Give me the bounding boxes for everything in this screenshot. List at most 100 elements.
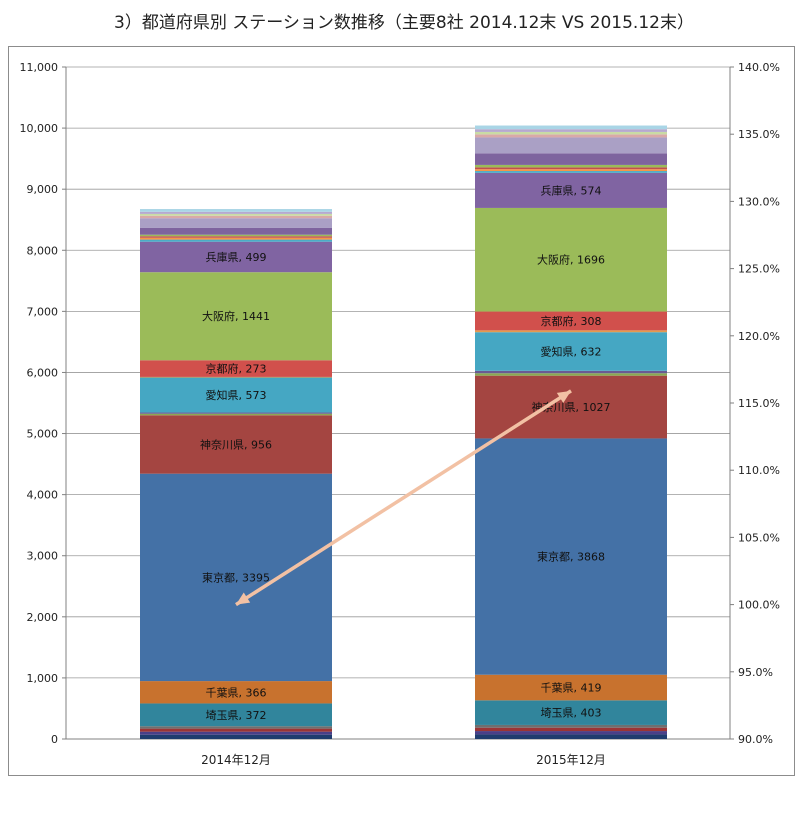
bar-segment-愛知県 bbox=[475, 332, 667, 371]
right-tick-label: 105.0% bbox=[738, 531, 780, 544]
right-tick-label: 130.0% bbox=[738, 195, 780, 208]
bar-segment-東京都 bbox=[140, 473, 332, 682]
left-tick-label: 6,000 bbox=[27, 366, 59, 379]
bar-segment bbox=[475, 724, 667, 728]
bar-segment-愛知県 bbox=[140, 377, 332, 413]
data-label: 千葉県, 366 bbox=[206, 685, 267, 699]
data-label: 埼玉県, 372 bbox=[206, 708, 267, 722]
right-tick-label: 120.0% bbox=[738, 330, 780, 343]
bar-segment bbox=[140, 726, 332, 729]
data-label: 大阪府, 1441 bbox=[202, 309, 270, 323]
bar-segment bbox=[140, 413, 332, 416]
bar-segment-京都府 bbox=[140, 360, 332, 377]
bar-segment bbox=[140, 227, 332, 235]
right-tick-label: 90.0% bbox=[738, 733, 773, 746]
bar-segment bbox=[475, 727, 667, 732]
right-tick-label: 125.0% bbox=[738, 263, 780, 276]
category-label: 2015年12月 bbox=[536, 753, 606, 767]
bar-stacks bbox=[140, 125, 667, 739]
data-label: 東京都, 3868 bbox=[537, 550, 605, 564]
chart-title: 3）都道府県別 ステーション数推移（主要8社 2014.12末 VS 2015.… bbox=[114, 13, 694, 33]
bar-segment bbox=[140, 213, 332, 216]
bar-segment bbox=[140, 239, 332, 242]
data-label: 大阪府, 1696 bbox=[537, 253, 605, 267]
bar-segment-大阪府 bbox=[140, 272, 332, 361]
bar-segment bbox=[140, 234, 332, 237]
right-tick-label: 140.0% bbox=[738, 61, 780, 74]
data-label: 愛知県, 573 bbox=[206, 388, 267, 402]
bar-segment bbox=[140, 728, 332, 732]
bar-segment-千葉県 bbox=[140, 681, 332, 704]
bar-segment bbox=[475, 734, 667, 739]
left-tick-label: 0 bbox=[51, 733, 58, 746]
left-tick-label: 9,000 bbox=[27, 183, 59, 196]
bar-segment bbox=[475, 164, 667, 168]
right-tick-label: 110.0% bbox=[738, 464, 780, 477]
bar-segment bbox=[475, 167, 667, 170]
left-tick-label: 1,000 bbox=[27, 672, 59, 685]
left-axis-ticks: 0 1,000 2,000 3,000 4,000 5,000 6,000 7,000 8,00… bbox=[20, 61, 66, 746]
bar-segment-神奈川県 bbox=[140, 415, 332, 474]
bar-segment bbox=[475, 373, 667, 376]
bar-segment bbox=[475, 330, 667, 333]
right-axis-ticks: 90.0% 95.0% 100.0% 105.0% 110.0% 115.0% 120.0%… bbox=[730, 61, 780, 746]
data-label: 千葉県, 419 bbox=[541, 681, 602, 695]
bar-segment bbox=[140, 218, 332, 228]
bar-segment-京都府 bbox=[475, 311, 667, 331]
right-tick-label: 95.0% bbox=[738, 666, 773, 679]
data-labels: 埼玉県, 372 千葉県, 366 東京都, 3395 神奈川県, 956 愛知県, 5… bbox=[200, 183, 611, 721]
bar-segment bbox=[475, 171, 667, 173]
left-tick-label: 7,000 bbox=[27, 305, 59, 318]
bar-segment bbox=[140, 236, 332, 238]
data-label: 兵庫県, 499 bbox=[206, 250, 267, 264]
bar-segment bbox=[475, 153, 667, 165]
bar-segment bbox=[475, 134, 667, 138]
bar-segment bbox=[475, 370, 667, 374]
bar-segment-埼玉県 bbox=[140, 703, 332, 727]
bar-segment bbox=[475, 125, 667, 130]
growth-arrow-head-end bbox=[556, 390, 571, 403]
left-tick-label: 2,000 bbox=[27, 611, 59, 624]
bar-segment-神奈川県 bbox=[475, 375, 667, 439]
bar-segment-埼玉県 bbox=[475, 700, 667, 725]
bar-segment bbox=[140, 237, 332, 240]
bar-segment bbox=[140, 209, 332, 212]
bar-segment bbox=[140, 412, 332, 414]
left-tick-label: 3,000 bbox=[27, 550, 59, 563]
bar-segment bbox=[140, 211, 332, 214]
growth-arrow-line bbox=[235, 389, 572, 607]
left-tick-label: 4,000 bbox=[27, 489, 59, 502]
right-tick-label: 135.0% bbox=[738, 128, 780, 141]
growth-arrow bbox=[235, 389, 572, 607]
bar-segment-千葉県 bbox=[475, 674, 667, 701]
data-label: 埼玉県, 403 bbox=[541, 706, 602, 720]
data-label: 兵庫県, 574 bbox=[541, 183, 602, 197]
data-label: 東京都, 3395 bbox=[202, 570, 270, 584]
bar-segment-大阪府 bbox=[475, 207, 667, 312]
bar-segment-東京都 bbox=[475, 438, 667, 675]
chart-frame bbox=[8, 46, 795, 776]
bar-segment bbox=[475, 131, 667, 135]
bar-segment bbox=[475, 169, 667, 172]
right-tick-label: 100.0% bbox=[738, 599, 780, 612]
data-label: 京都府, 273 bbox=[206, 362, 267, 376]
bar-segment bbox=[140, 734, 332, 739]
left-tick-label: 5,000 bbox=[27, 428, 59, 441]
bar-segment bbox=[140, 376, 332, 378]
right-tick-label: 115.0% bbox=[738, 397, 780, 410]
data-label: 神奈川県, 956 bbox=[200, 437, 272, 451]
category-labels: 2014年12月 2015年12月 bbox=[201, 753, 606, 767]
bar-segment bbox=[475, 137, 667, 154]
bar-segment-兵庫県 bbox=[140, 241, 332, 273]
bar-segment-兵庫県 bbox=[475, 172, 667, 208]
data-label: 京都府, 308 bbox=[541, 314, 602, 328]
left-tick-label: 8,000 bbox=[27, 244, 59, 257]
bar-segment bbox=[140, 731, 332, 735]
left-tick-label: 10,000 bbox=[20, 122, 59, 135]
growth-arrow-head-start bbox=[236, 592, 251, 605]
bar-segment bbox=[475, 731, 667, 735]
left-tick-label: 11,000 bbox=[20, 61, 59, 74]
bar-segment bbox=[475, 129, 667, 132]
bar-segment bbox=[140, 215, 332, 219]
